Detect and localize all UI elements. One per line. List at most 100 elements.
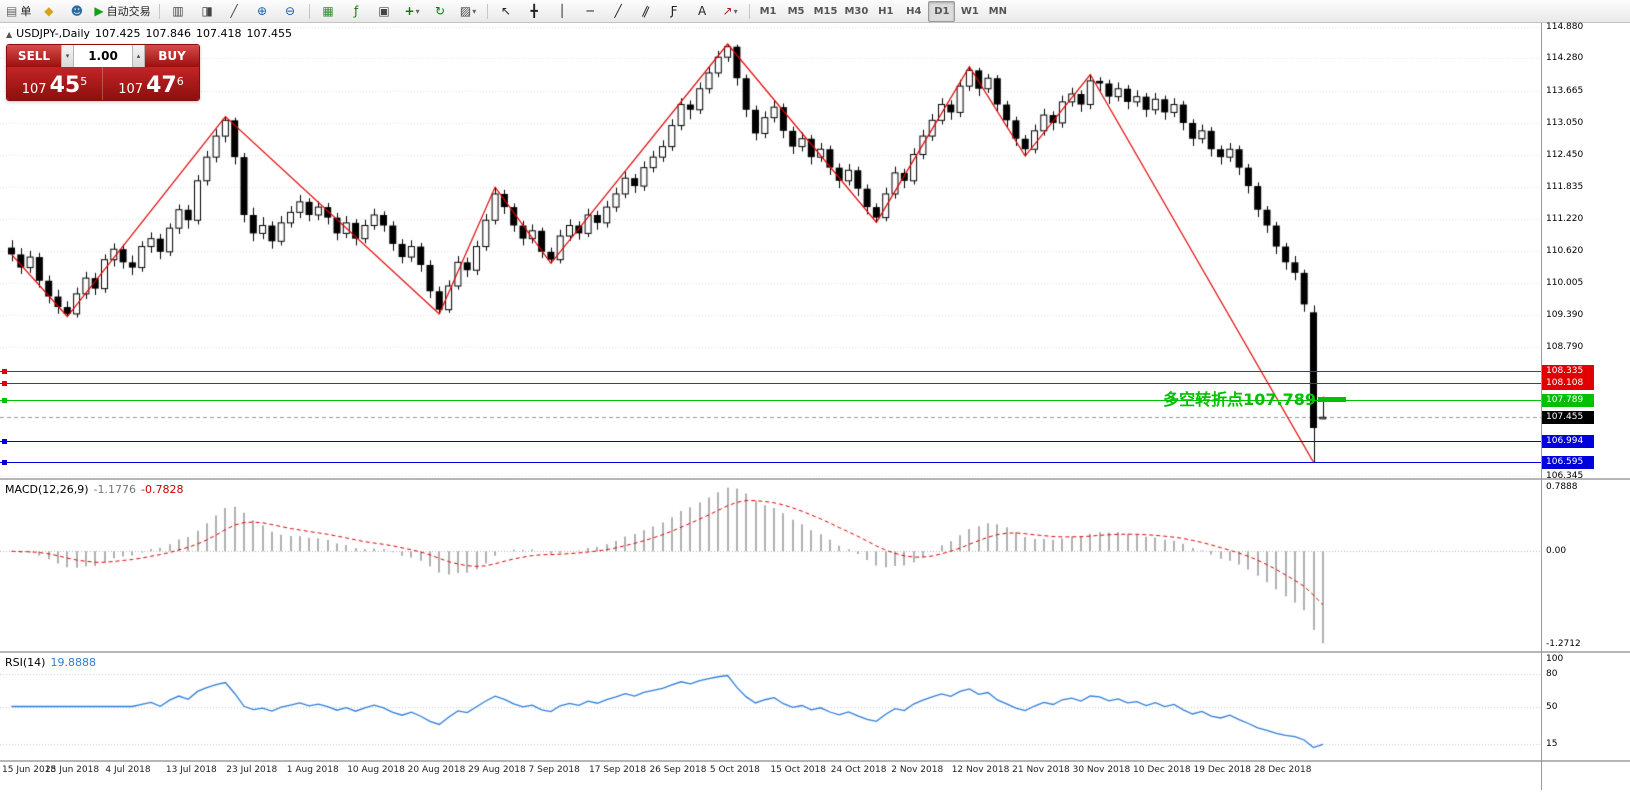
crosshair-button[interactable]: ╋ <box>521 1 548 22</box>
zoom-out-button[interactable]: ⊖ <box>277 1 304 22</box>
rsi-indicator-chart[interactable] <box>0 653 1541 760</box>
ask-point: 6 <box>176 75 184 88</box>
panel-separator <box>0 760 1630 762</box>
templates-icon: ▨ <box>459 4 472 18</box>
bar-chart-icon: ▥ <box>172 4 184 18</box>
toolbar-separator <box>308 3 310 19</box>
date-axis-label: 2 Nov 2018 <box>891 765 944 775</box>
auto-scroll-button[interactable]: ↻ <box>427 1 454 22</box>
vertical-line-icon: │ <box>558 4 566 18</box>
macd-indicator-chart[interactable] <box>0 480 1541 651</box>
rsi-axis-label: 80 <box>1546 669 1558 680</box>
grid-icon: ▦ <box>322 4 334 18</box>
tile-windows-icon: ▣ <box>378 4 390 18</box>
timeframe-d1-button[interactable]: D1 <box>928 0 956 22</box>
date-axis-label: 21 Nov 2018 <box>1012 765 1070 775</box>
macd-main-value: -1.1776 <box>93 483 137 496</box>
timeframe-m5-button[interactable]: M5 <box>787 5 805 17</box>
date-axis-label: 23 Jul 2018 <box>226 765 278 775</box>
horizontal-line-108.335 <box>0 370 1541 372</box>
line-handle[interactable] <box>2 380 7 386</box>
bar-chart-button[interactable]: ▥ <box>165 1 192 22</box>
tile-windows-button[interactable]: ▣ <box>371 1 398 22</box>
new-order-label: 单 <box>20 5 32 18</box>
bid-price[interactable]: 107 45 5 <box>7 67 103 100</box>
autotrading-icon: ▶ <box>94 4 104 18</box>
timeframe-h1-button[interactable]: H1 <box>878 5 894 17</box>
arrows-dropdown-caret[interactable]: ▾ <box>733 6 738 16</box>
candlestick-chart-button[interactable]: ▯▮ <box>193 1 220 22</box>
channel-button[interactable]: ∥ <box>633 1 660 22</box>
bid-pips: 45 <box>49 73 81 98</box>
text-label-button[interactable]: A <box>689 1 716 22</box>
trendline-button[interactable]: ╱ <box>605 1 632 22</box>
date-axis-label: 15 Oct 2018 <box>770 765 826 775</box>
line-handle[interactable] <box>2 368 7 374</box>
one-click-panel-toggle[interactable]: ▲ <box>6 30 13 39</box>
sell-dropdown-arrow[interactable]: ▾ <box>61 45 74 67</box>
bid-point: 5 <box>80 75 88 88</box>
ask-price[interactable]: 107 47 6 <box>103 67 199 100</box>
cursor-button[interactable]: ↖ <box>493 1 520 22</box>
price-axis-label: 112.450 <box>1546 149 1584 160</box>
line-handle[interactable] <box>2 397 7 403</box>
vertical-line-button[interactable]: │ <box>549 1 576 22</box>
price-line-tag: 108.108 <box>1542 376 1594 390</box>
ask-pips: 47 <box>146 73 177 98</box>
rsi-axis-label: 100 <box>1546 654 1564 664</box>
price-axis-label: 113.665 <box>1546 85 1584 96</box>
chart-profile-button[interactable]: ◆ <box>35 1 62 22</box>
zoom-in-button[interactable]: ⊕ <box>249 1 276 22</box>
grid-button[interactable]: ▦ <box>315 1 342 22</box>
timeframe-mn-button[interactable]: MN <box>988 5 1007 17</box>
main-price-chart[interactable] <box>0 23 1541 478</box>
price-axis-label: 114.880 <box>1546 21 1584 32</box>
turning-point-line-segment <box>1318 397 1346 402</box>
price-line-tag: 107.789 <box>1542 393 1594 407</box>
timeframe-h4-button[interactable]: H4 <box>906 5 922 17</box>
templates-button[interactable]: ▨ ▾ <box>455 1 482 22</box>
fibonacci-button[interactable]: Ƒ <box>661 1 688 22</box>
indicators-icon: ƒ <box>353 4 359 18</box>
arrows-button[interactable]: ↗ ▾ <box>717 1 744 22</box>
toolbar-separator <box>748 3 750 19</box>
sell-button[interactable]: SELL <box>7 45 61 67</box>
timeframe-w1-button[interactable]: W1 <box>960 5 979 17</box>
autotrading-button[interactable]: ▶ 自动交易 <box>91 1 153 22</box>
arrows-icon: ↗ <box>722 4 733 18</box>
macd-axis-label: 0.7888 <box>1546 482 1578 492</box>
timeframe-m1-button[interactable]: M1 <box>759 5 777 17</box>
horizontal-line-106.994 <box>0 441 1541 443</box>
line-handle[interactable] <box>2 439 7 445</box>
price-axis-label: 110.005 <box>1546 278 1584 289</box>
price-axis-label: 110.620 <box>1546 245 1584 256</box>
channel-icon: ∥ <box>640 3 652 19</box>
date-axis-label: 20 Aug 2018 <box>407 765 466 775</box>
new-order-button[interactable]: ▤ 单 <box>3 1 34 22</box>
new-chart-dropdown-caret[interactable]: ▾ <box>415 6 420 16</box>
line-chart-button[interactable]: ╱ <box>221 1 248 22</box>
toolbar-separator <box>486 3 488 19</box>
one-click-controls: SELL ▾ ▴ BUY <box>7 45 199 67</box>
ohlc-high: 107.846 <box>145 27 192 40</box>
zoom-in-icon: ⊕ <box>257 4 268 18</box>
line-handle[interactable] <box>2 460 7 466</box>
volume-stepper[interactable]: ▴ <box>132 45 145 67</box>
cursor-icon: ↖ <box>501 4 512 18</box>
volume-input[interactable] <box>74 45 132 67</box>
accounts-button[interactable]: ☻ <box>63 1 90 22</box>
date-axis-label: 15 Jun 2018 <box>2 765 57 775</box>
timeframe-m30-button[interactable]: M30 <box>844 5 869 17</box>
new-order-icon: ▤ <box>6 4 18 18</box>
macd-axis-label: 0.00 <box>1546 546 1567 556</box>
timeframe-m15-button[interactable]: M15 <box>813 5 838 17</box>
panel-separator[interactable] <box>0 478 1630 480</box>
buy-button[interactable]: BUY <box>145 45 199 67</box>
new-chart-button[interactable]: + ▾ <box>399 1 426 22</box>
templates-dropdown-caret[interactable]: ▾ <box>472 6 477 16</box>
panel-separator[interactable] <box>0 651 1630 653</box>
indicators-button[interactable]: ƒ <box>343 1 370 22</box>
horizontal-line-button[interactable]: ─ <box>577 1 604 22</box>
price-axis-border <box>1541 23 1542 790</box>
